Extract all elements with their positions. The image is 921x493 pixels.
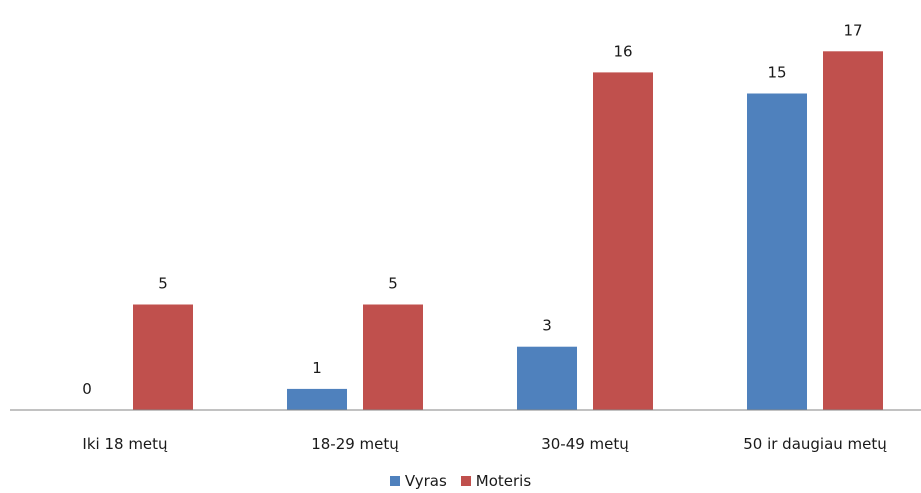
legend-item-vyras: Vyras: [389, 472, 447, 490]
x-tick-labels-group: Iki 18 metų 18-29 metų 30-49 metų 50 ir dau…: [82, 435, 887, 453]
x-tick-label-0: Iki 18 metų: [82, 435, 168, 453]
value-label-vyras-3: 15: [767, 64, 786, 82]
value-label-vyras-0: 0: [82, 380, 92, 398]
value-label-moteris-1: 5: [388, 275, 398, 293]
x-tick-label-3: 50 ir daugiau metų: [743, 435, 887, 453]
bar-vyras-1: [287, 388, 347, 410]
x-tick-label-2: 30-49 metų: [541, 435, 629, 453]
legend-swatch-vyras: [389, 476, 400, 486]
bar-moteris-3: [823, 51, 883, 411]
bars-group: [133, 51, 883, 411]
legend-label-vyras: Vyras: [404, 472, 447, 490]
legend-label-moteris: Moteris: [475, 472, 532, 490]
x-tick-label-1: 18-29 metų: [311, 435, 399, 453]
value-label-moteris-2: 16: [613, 42, 632, 60]
bar-moteris-0: [133, 304, 193, 410]
bar-vyras-3: [747, 93, 807, 410]
bar-moteris-1: [363, 304, 423, 410]
legend: Vyras Moteris: [0, 470, 921, 492]
value-label-vyras-1: 1: [312, 359, 322, 377]
value-label-vyras-2: 3: [542, 317, 552, 335]
bar-vyras-2: [517, 346, 577, 410]
bar-moteris-2: [593, 72, 653, 411]
value-label-moteris-3: 17: [843, 21, 862, 39]
value-label-moteris-0: 5: [158, 275, 168, 293]
legend-item-moteris: Moteris: [460, 472, 532, 490]
legend-swatch-moteris: [460, 476, 471, 486]
